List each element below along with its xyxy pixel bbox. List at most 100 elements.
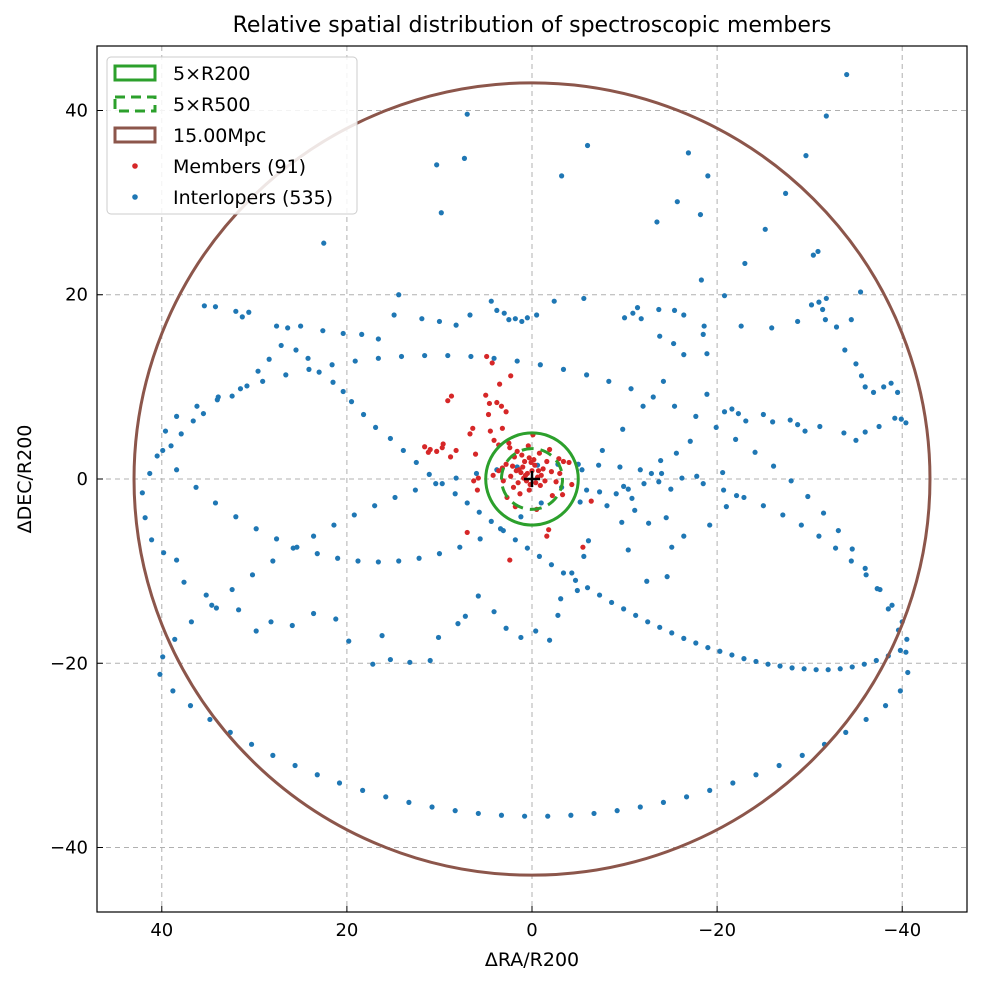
interloper-point-55 [700, 331, 706, 337]
interloper-point-317 [514, 358, 520, 364]
interloper-point-134 [435, 634, 442, 641]
interloper-point-215 [873, 657, 879, 664]
interloper-point-12 [697, 211, 704, 218]
interloper-point-172 [348, 399, 355, 405]
interloper-point-307 [733, 436, 739, 442]
interloper-point-107 [733, 492, 740, 499]
interloper-point-268 [336, 780, 343, 786]
member-point-9 [537, 482, 543, 489]
interloper-point-210 [813, 667, 819, 673]
member-point-66 [467, 431, 473, 437]
interloper-point-295 [903, 649, 909, 655]
interloper-point-227 [780, 512, 786, 518]
interloper-point-320 [445, 352, 451, 359]
interloper-point-299 [862, 565, 868, 571]
interloper-point-342 [314, 551, 320, 557]
interloper-point-203 [729, 652, 735, 658]
interloper-point-165 [266, 356, 272, 362]
interloper-point-96 [641, 481, 647, 487]
member-point-44 [490, 472, 496, 478]
interloper-point-341 [294, 544, 300, 550]
interloper-point-351 [497, 526, 504, 532]
interloper-point-93 [658, 457, 664, 464]
interloper-point-15 [857, 289, 864, 295]
interloper-point-207 [777, 663, 783, 669]
interloper-point-226 [798, 522, 804, 528]
legend-label-4: Interlopers (535) [173, 187, 333, 209]
interloper-point-136 [407, 659, 413, 665]
member-point-25 [510, 484, 517, 490]
y-tick-label-4: −40 [50, 838, 88, 859]
interloper-point-224 [832, 545, 839, 551]
interloper-point-315 [560, 366, 567, 372]
interloper-point-46 [630, 310, 636, 316]
member-point-1 [520, 464, 526, 470]
member-point-54 [486, 400, 493, 407]
interloper-point-38 [506, 317, 512, 323]
interloper-point-306 [752, 449, 758, 455]
interloper-point-222 [863, 572, 869, 578]
member-point-86 [588, 498, 594, 504]
interloper-point-284 [707, 787, 713, 793]
interloper-point-199 [681, 635, 687, 641]
interloper-point-3 [705, 173, 711, 179]
interloper-point-335 [173, 467, 180, 473]
interloper-point-157 [168, 443, 174, 449]
interloper-point-278 [568, 812, 574, 818]
x-axis-label: ΔRA/R200 [485, 949, 579, 971]
interloper-point-141 [333, 616, 339, 622]
interloper-point-11 [654, 219, 660, 225]
interloper-point-54 [704, 351, 710, 357]
interloper-point-223 [848, 558, 854, 564]
interloper-point-175 [387, 435, 393, 442]
interloper-point-112 [664, 574, 670, 580]
legend-label-2: 15.00Mpc [173, 125, 266, 147]
legend-marker-3 [132, 163, 138, 169]
interloper-point-183 [488, 518, 494, 524]
interloper-point-253 [249, 572, 256, 578]
interloper-point-90 [704, 391, 710, 397]
interloper-point-313 [606, 378, 612, 384]
interloper-point-75 [892, 415, 898, 421]
interloper-point-206 [765, 661, 771, 667]
interloper-point-209 [801, 666, 807, 672]
interloper-point-345 [375, 559, 381, 565]
interloper-point-58 [795, 318, 801, 325]
interloper-point-147 [213, 605, 219, 611]
member-point-84 [546, 527, 552, 533]
x-tick-label-2: 0 [526, 920, 537, 941]
interloper-point-103 [663, 515, 669, 521]
interloper-point-128 [518, 634, 524, 641]
interloper-point-285 [730, 780, 736, 786]
interloper-point-346 [396, 558, 402, 564]
interloper-point-368 [844, 71, 850, 78]
interloper-point-217 [897, 647, 903, 653]
interloper-point-288 [799, 752, 805, 758]
interloper-point-84 [770, 419, 776, 425]
member-point-72 [453, 447, 459, 454]
interloper-point-69 [870, 389, 877, 395]
interloper-point-121 [581, 553, 587, 559]
interloper-point-13 [674, 199, 680, 205]
interloper-point-104 [668, 486, 674, 492]
member-point-68 [475, 475, 481, 481]
interloper-point-256 [188, 619, 195, 625]
radius-circle-1 [499, 447, 565, 511]
interloper-point-230 [720, 487, 727, 493]
member-point-52 [485, 411, 492, 418]
legend-label-3: Members (91) [173, 156, 306, 178]
interloper-point-114 [625, 547, 631, 553]
legend-label-1: 5×R500 [173, 94, 250, 116]
interloper-point-193 [608, 599, 615, 606]
interloper-point-220 [889, 602, 895, 608]
interloper-point-177 [413, 459, 419, 466]
member-point-41 [560, 458, 567, 465]
x-tick-label-1: 20 [335, 920, 358, 941]
member-point-53 [503, 409, 509, 415]
interloper-point-233 [658, 470, 665, 477]
interloper-point-339 [253, 526, 259, 532]
member-point-33 [528, 459, 534, 466]
member-point-36 [496, 468, 502, 474]
interloper-point-225 [816, 533, 822, 539]
interloper-point-290 [843, 729, 849, 735]
